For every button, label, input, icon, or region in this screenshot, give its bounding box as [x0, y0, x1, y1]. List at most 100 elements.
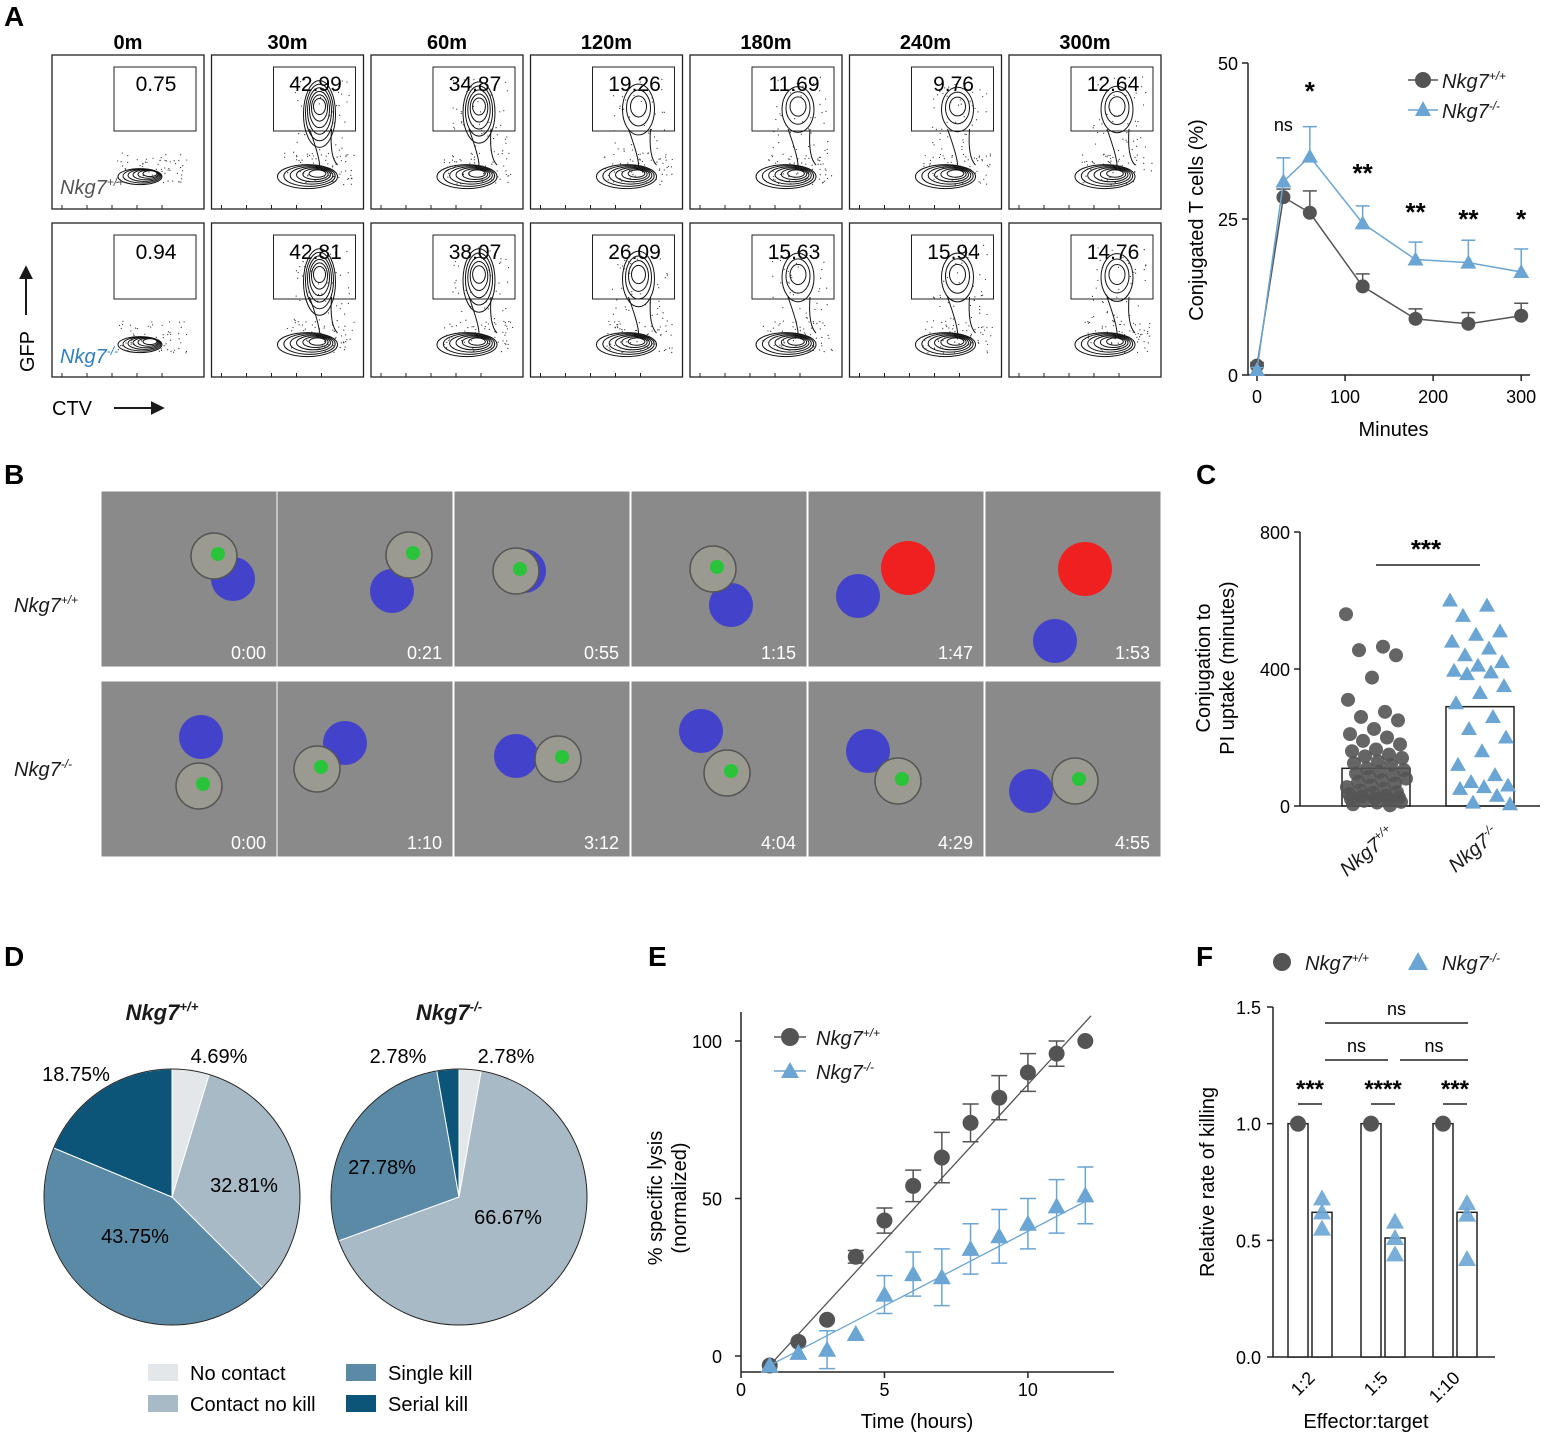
granule — [196, 777, 210, 791]
event-dot — [1126, 132, 1128, 134]
event-dot — [470, 305, 472, 308]
event-dot — [165, 160, 168, 162]
density-contour — [945, 91, 970, 125]
event-dot — [774, 179, 776, 181]
event-dot — [167, 333, 169, 336]
data-point — [1461, 720, 1477, 735]
event-dot — [319, 149, 321, 151]
event-dot — [639, 159, 641, 161]
event-dot — [1136, 159, 1138, 161]
event-dot — [321, 166, 323, 168]
event-dot — [488, 328, 491, 331]
event-dot — [830, 175, 833, 177]
data-point — [961, 1239, 980, 1256]
event-dot — [504, 324, 506, 326]
event-dot — [302, 173, 305, 175]
density-contour — [768, 166, 812, 185]
event-dot — [474, 344, 476, 346]
event-dot — [448, 172, 450, 174]
density-contour — [785, 91, 811, 125]
event-dot — [488, 269, 490, 271]
event-dot — [658, 169, 661, 171]
event-dot — [295, 154, 298, 157]
event-dot — [643, 168, 645, 170]
event-dot — [150, 326, 152, 328]
event-dot — [1106, 129, 1108, 131]
event-dot — [462, 173, 464, 175]
event-dot — [480, 247, 482, 249]
event-dot — [658, 158, 660, 160]
event-dot — [932, 141, 934, 144]
data-point — [1496, 678, 1512, 693]
event-dot — [628, 271, 630, 273]
event-dot — [808, 157, 810, 160]
event-dot — [783, 268, 785, 270]
event-dot — [826, 152, 828, 154]
event-dot — [178, 338, 180, 340]
data-point — [1313, 1189, 1331, 1206]
flow-plot-frame — [210, 222, 365, 378]
ns-label: ns — [1347, 1036, 1366, 1056]
event-dot — [489, 250, 491, 252]
density-contour — [1100, 253, 1134, 302]
event-dot — [1113, 314, 1115, 316]
micro-frame: 1:15 — [630, 490, 808, 668]
event-dot — [639, 158, 641, 160]
event-dot — [460, 160, 462, 162]
event-dot — [159, 159, 161, 162]
density-contour — [1106, 337, 1124, 346]
x-axis-label: Effector:target — [1303, 1411, 1429, 1433]
event-dot — [173, 160, 175, 162]
event-dot — [815, 337, 817, 339]
density-contour — [296, 335, 331, 351]
density-contour — [468, 296, 480, 334]
event-dot — [178, 347, 180, 350]
data-point — [1461, 316, 1476, 331]
event-dot — [317, 332, 319, 334]
event-dot — [812, 344, 814, 347]
granule — [555, 750, 569, 764]
event-dot — [627, 245, 629, 247]
event-dot — [506, 136, 508, 138]
data-point — [962, 1114, 979, 1131]
legend-swatch — [346, 1395, 376, 1412]
event-dot — [494, 336, 496, 338]
event-dot — [818, 156, 820, 159]
event-dot — [963, 246, 965, 248]
event-dot — [610, 343, 612, 345]
event-dot — [345, 334, 347, 336]
event-dot — [1118, 330, 1120, 333]
event-dot — [629, 169, 631, 172]
event-dot — [635, 166, 637, 168]
event-dot — [447, 168, 449, 171]
timestamp: 3:12 — [584, 833, 619, 853]
event-dot — [444, 327, 446, 329]
density-contour — [649, 128, 657, 166]
data-point — [1356, 733, 1370, 748]
event-dot — [1111, 343, 1113, 345]
event-dot — [312, 162, 315, 164]
event-dot — [484, 307, 486, 309]
event-dot — [180, 326, 182, 328]
event-dot — [1135, 164, 1137, 166]
event-dot — [619, 178, 621, 180]
event-dot — [624, 99, 627, 101]
event-dot — [639, 81, 641, 83]
event-dot — [1143, 329, 1145, 331]
event-dot — [1102, 154, 1105, 156]
event-dot — [795, 179, 797, 181]
event-dot — [964, 133, 966, 135]
event-dot — [323, 175, 325, 177]
event-dot — [178, 321, 181, 323]
density-contour — [941, 86, 974, 133]
event-dot — [499, 262, 501, 265]
event-dot — [485, 292, 487, 294]
event-dot — [483, 132, 485, 134]
density-contour — [627, 169, 646, 178]
event-dot — [165, 154, 167, 156]
event-dot — [1137, 120, 1139, 123]
event-dot — [505, 173, 507, 176]
event-dot — [335, 336, 337, 339]
panel-label-c: C — [1196, 459, 1216, 490]
event-dot — [777, 349, 779, 351]
